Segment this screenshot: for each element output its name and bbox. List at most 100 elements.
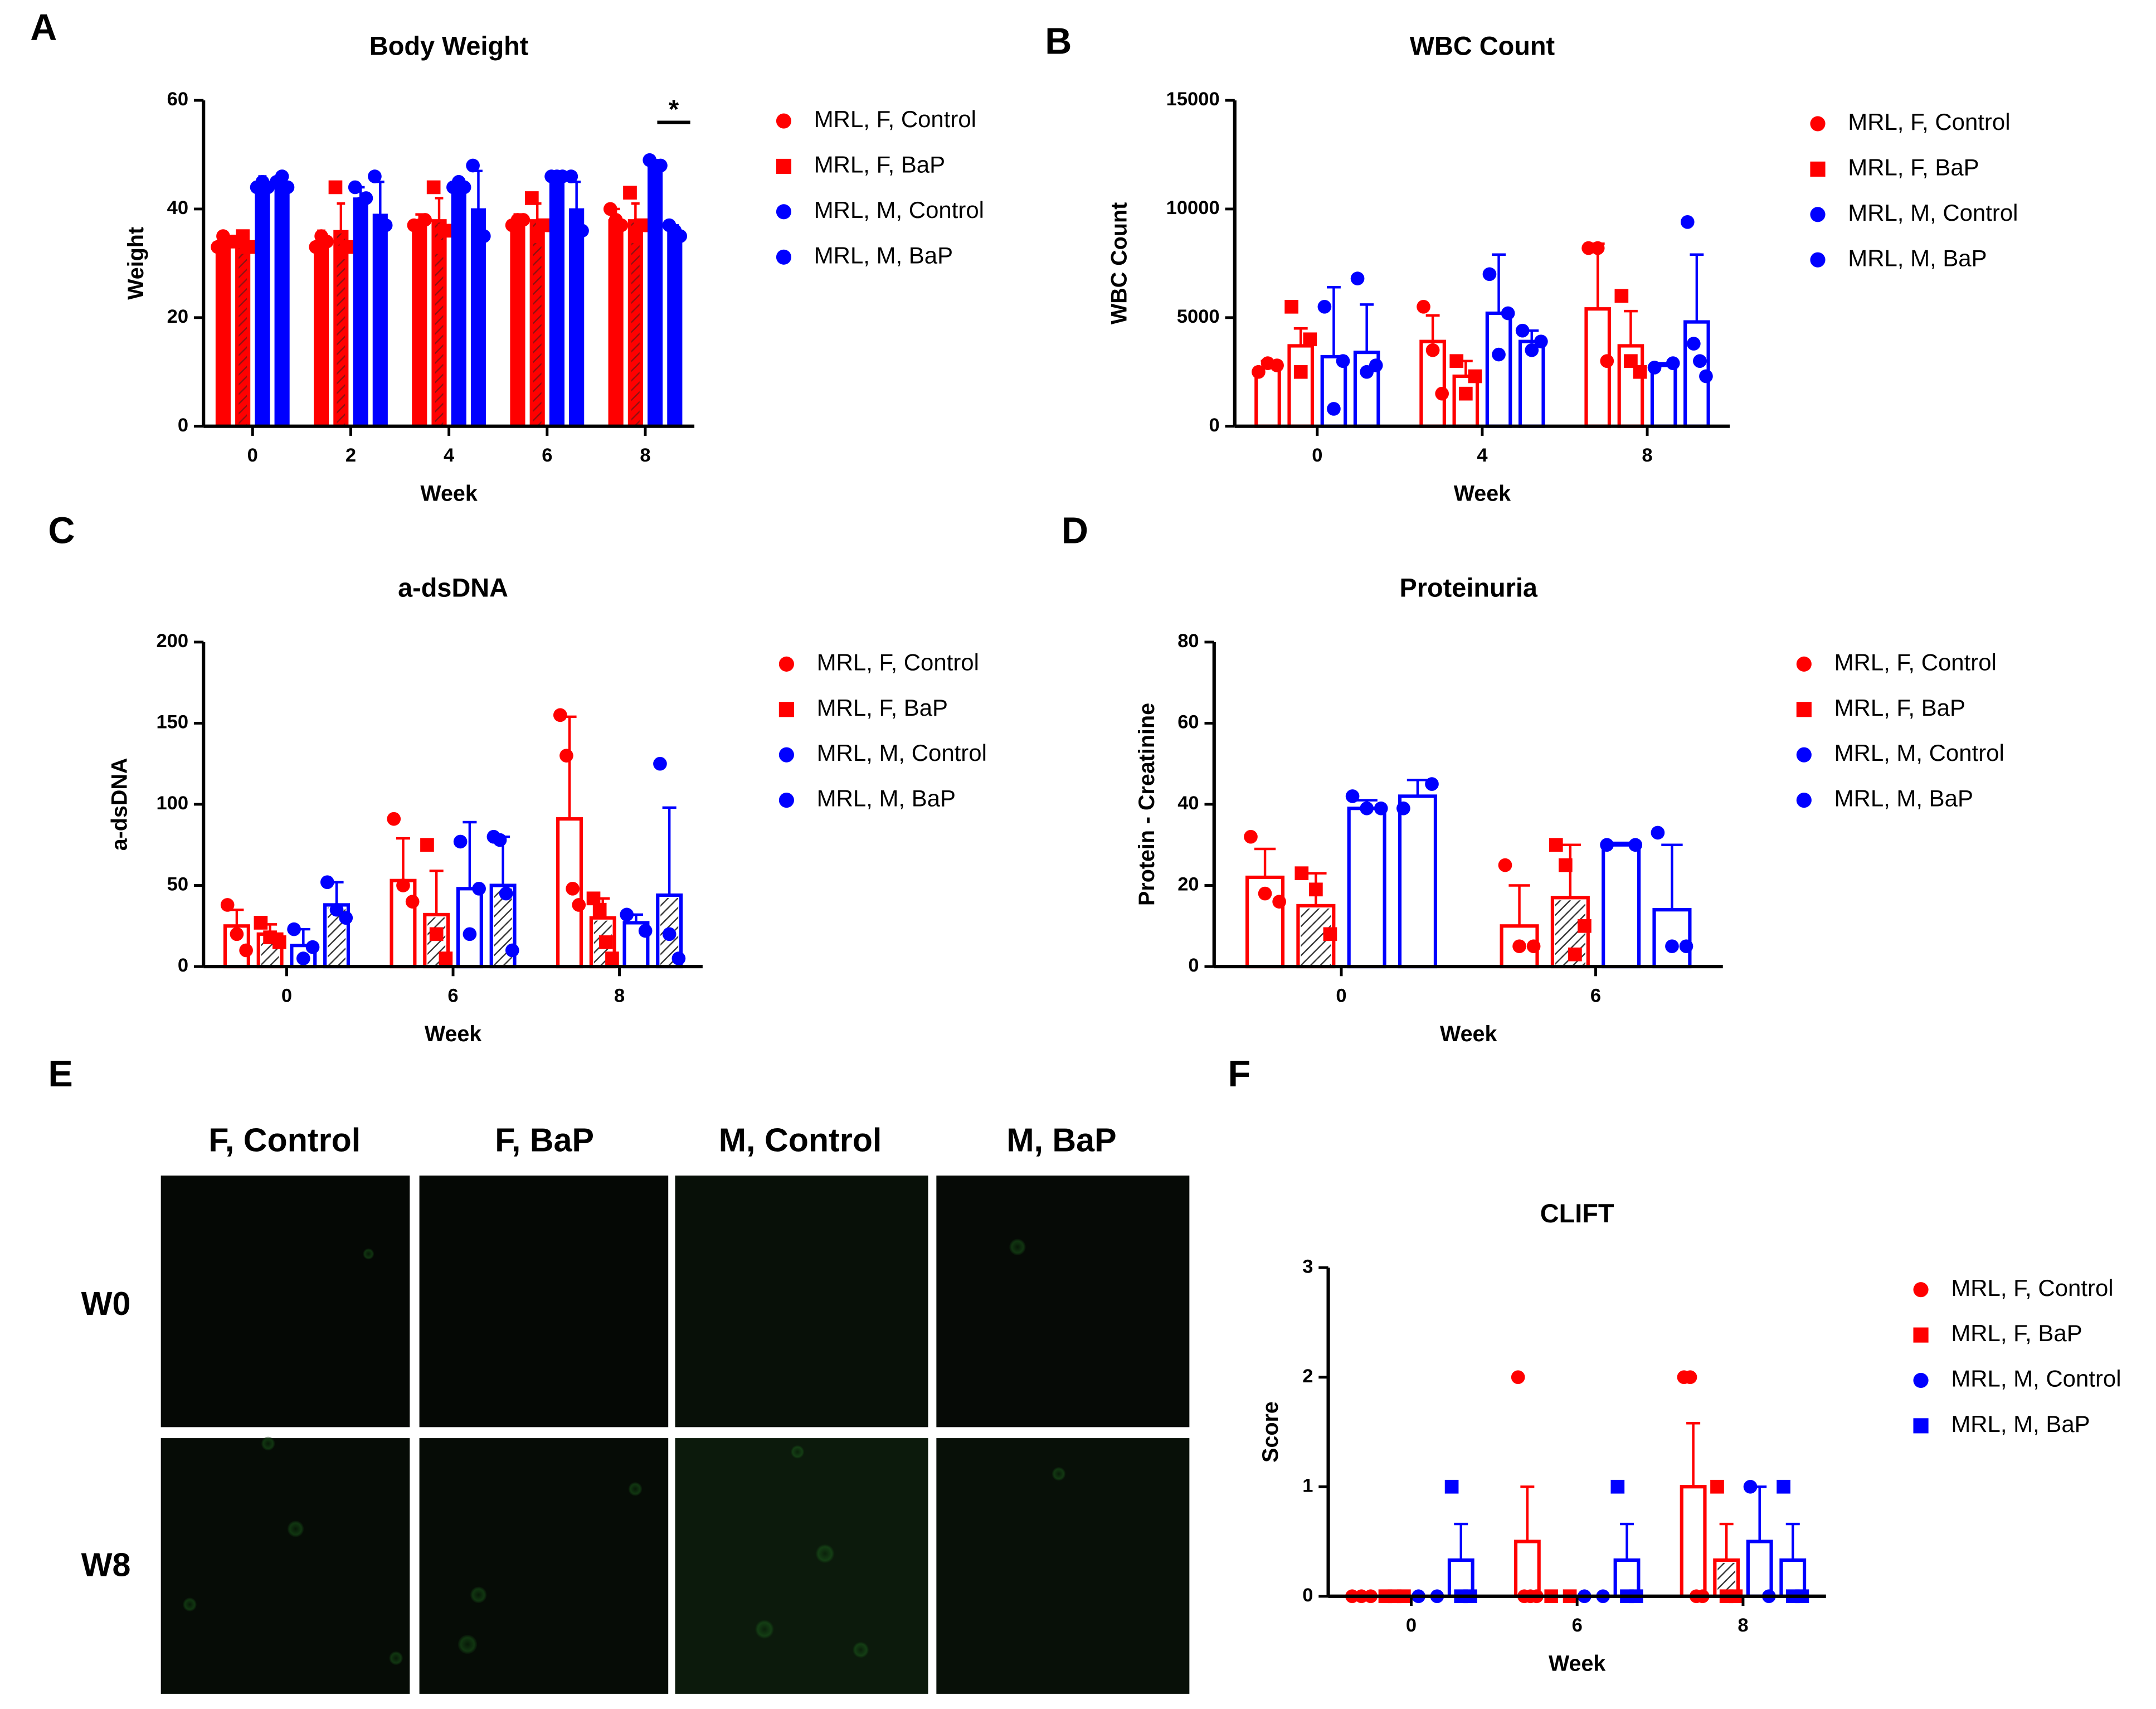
data-point: [373, 229, 387, 243]
x-tick-label: 6: [542, 445, 552, 466]
y-axis-label: Protein - Creatinine: [1135, 703, 1159, 906]
bar: [412, 219, 427, 427]
bar-hatch: [435, 222, 444, 426]
data-point: [272, 935, 286, 949]
data-point: [1284, 299, 1298, 314]
data-point: [1293, 365, 1308, 379]
data-point: [305, 940, 320, 954]
data-point: [405, 895, 420, 909]
y-tick-label: 0: [1188, 955, 1199, 976]
data-point: [1501, 306, 1515, 321]
data-point: [1369, 358, 1383, 372]
data-point: [553, 708, 567, 722]
x-tick-label: 0: [1336, 985, 1346, 1006]
legend-label: MRL, M, Control: [1951, 1366, 2121, 1392]
chart-title: a-dsDNA: [398, 574, 508, 603]
image: [160, 1175, 410, 1428]
image-row-label: W8: [81, 1546, 131, 1584]
data-point: [1252, 365, 1266, 379]
chart-title: WBC Count: [1410, 32, 1555, 61]
data-point: [572, 898, 586, 912]
data-point: [1498, 858, 1512, 872]
chart-title: Body Weight: [369, 32, 529, 61]
x-tick-label: 8: [640, 445, 650, 466]
data-point: [220, 898, 235, 912]
panel-letter: F: [1228, 1053, 1250, 1095]
data-point: [1610, 1479, 1625, 1494]
legend-marker: [778, 747, 794, 763]
bar: [1602, 843, 1641, 969]
data-point: [603, 202, 617, 216]
data-point: [1458, 386, 1473, 401]
data-point: [1468, 369, 1482, 383]
data-point: [339, 240, 354, 254]
bar: [510, 219, 525, 427]
data-point: [477, 229, 491, 243]
x-tick-label: 8: [1642, 445, 1652, 466]
y-tick-label: 1: [1302, 1475, 1313, 1496]
bar: [451, 186, 466, 427]
legend-marker: [1810, 207, 1826, 222]
data-point: [309, 240, 323, 254]
data-point: [420, 838, 434, 852]
y-tick-label: 15000: [1166, 89, 1220, 110]
x-tick-label: 8: [1738, 1615, 1748, 1636]
y-tick-label: 10000: [1166, 197, 1220, 219]
data-point: [1679, 939, 1693, 953]
bar: [1485, 311, 1512, 428]
data-point: [254, 916, 268, 930]
data-point: [1693, 354, 1707, 368]
bar: [549, 176, 564, 427]
legend-label: MRL, M, BaP: [814, 242, 953, 268]
data-point: [1309, 882, 1323, 897]
panel-letter: B: [1045, 21, 1072, 62]
bar: [274, 181, 290, 427]
data-point: [320, 875, 334, 890]
data-point: [516, 213, 531, 227]
data-point: [1628, 838, 1643, 852]
data-point: [280, 180, 295, 195]
y-tick-label: 100: [156, 793, 188, 814]
image-column-label: F, Control: [208, 1121, 361, 1158]
data-point: [1549, 838, 1563, 852]
data-point: [348, 180, 362, 195]
micrographs: [160, 1175, 1190, 1694]
data-point: [1578, 919, 1592, 933]
data-point: [662, 927, 677, 941]
data-point: [296, 951, 310, 965]
legend-marker: [776, 158, 792, 174]
data-point: [471, 218, 485, 232]
y-tick-label: 200: [156, 630, 188, 652]
data-point: [1525, 343, 1539, 357]
legend-label: MRL, M, Control: [814, 197, 984, 223]
legend-label: MRL, M, BaP: [817, 785, 956, 812]
data-point: [493, 833, 507, 847]
image-row-label: W0: [81, 1285, 131, 1322]
data-point: [339, 911, 353, 925]
bar: [255, 181, 270, 427]
bar: [1650, 363, 1677, 428]
y-tick-label: 0: [178, 955, 188, 976]
data-point: [1258, 886, 1272, 901]
bar: [569, 208, 585, 427]
bar: [648, 164, 663, 427]
y-tick-label: 2: [1302, 1366, 1313, 1387]
legend-marker: [1810, 252, 1826, 268]
y-tick-label: 0: [1209, 415, 1219, 436]
legend-marker: [1913, 1282, 1929, 1298]
legend-label: MRL, F, Control: [814, 106, 976, 132]
data-point: [1633, 365, 1647, 379]
legend-label: MRL, M, Control: [1848, 200, 2018, 226]
x-tick-label: 6: [447, 985, 458, 1006]
image: [936, 1175, 1190, 1428]
data-point: [1710, 1479, 1724, 1494]
panel-letter: C: [48, 511, 75, 552]
data-point: [359, 191, 373, 205]
legend-label: MRL, F, Control: [1834, 649, 1997, 675]
data-point: [1482, 267, 1497, 281]
panel-letter: E: [48, 1053, 72, 1095]
data-point: [453, 834, 468, 849]
data-point: [387, 812, 401, 826]
legend-label: MRL, F, BaP: [1834, 695, 1965, 721]
y-tick-label: 50: [167, 874, 188, 895]
